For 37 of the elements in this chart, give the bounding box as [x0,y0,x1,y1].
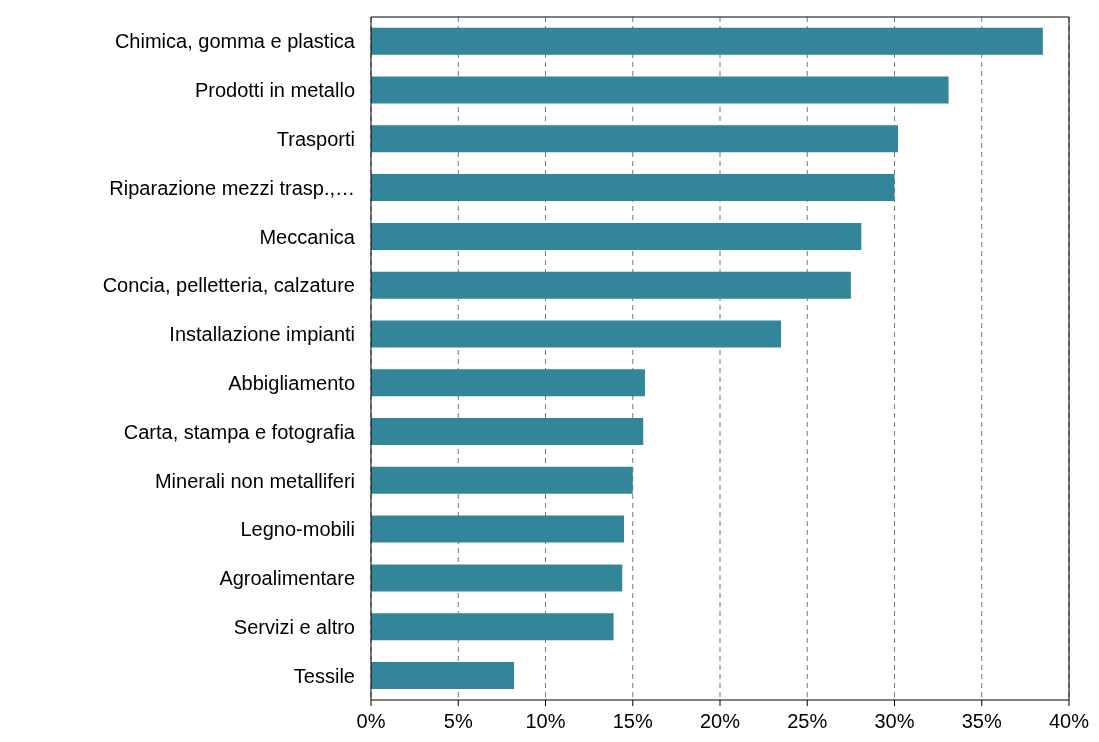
bar [371,661,515,689]
bar [371,76,949,104]
x-tick-label: 20% [699,710,741,733]
x-tick-label: 0% [356,710,386,733]
x-tick-label: 5% [443,710,473,733]
bar [371,27,1043,55]
bar [371,369,645,397]
y-tick-label: Servizi e altro [233,615,355,638]
bar [371,174,895,202]
x-tick-label: 25% [787,710,828,733]
x-tick-label: 30% [874,710,915,733]
x-tick-label: 10% [525,710,566,733]
bar [371,564,623,592]
bar [371,271,851,299]
bar [371,515,625,543]
bar [371,125,898,153]
y-tick-label: Trasporti [276,128,355,151]
bar [371,613,614,641]
bar [371,320,782,348]
x-tick-label: 15% [612,710,653,733]
y-tick-label: Tessile [293,664,355,687]
y-tick-label: Chimica, gomma e plastica [114,30,356,53]
x-tick-label: 35% [961,710,1002,733]
y-tick-label: Prodotti in metallo [194,79,355,102]
bar [371,418,644,446]
y-tick-label: Agroalimentare [219,567,355,590]
y-tick-label: Meccanica [259,225,356,248]
y-tick-label: Minerali non metalliferi [154,469,355,492]
x-tick-label: 40% [1048,710,1090,733]
bar [371,222,862,250]
y-tick-label: Abbigliamento [228,371,355,394]
y-tick-label: Carta, stampa e fotografia [123,420,356,443]
y-tick-label: Concia, pelletteria, calzature [102,274,355,297]
y-tick-label: Riparazione mezzi trasp.,… [109,176,355,199]
bar [371,466,633,494]
y-tick-label: Installazione impianti [169,323,355,346]
y-tick-label: Legno-mobili [240,518,355,541]
